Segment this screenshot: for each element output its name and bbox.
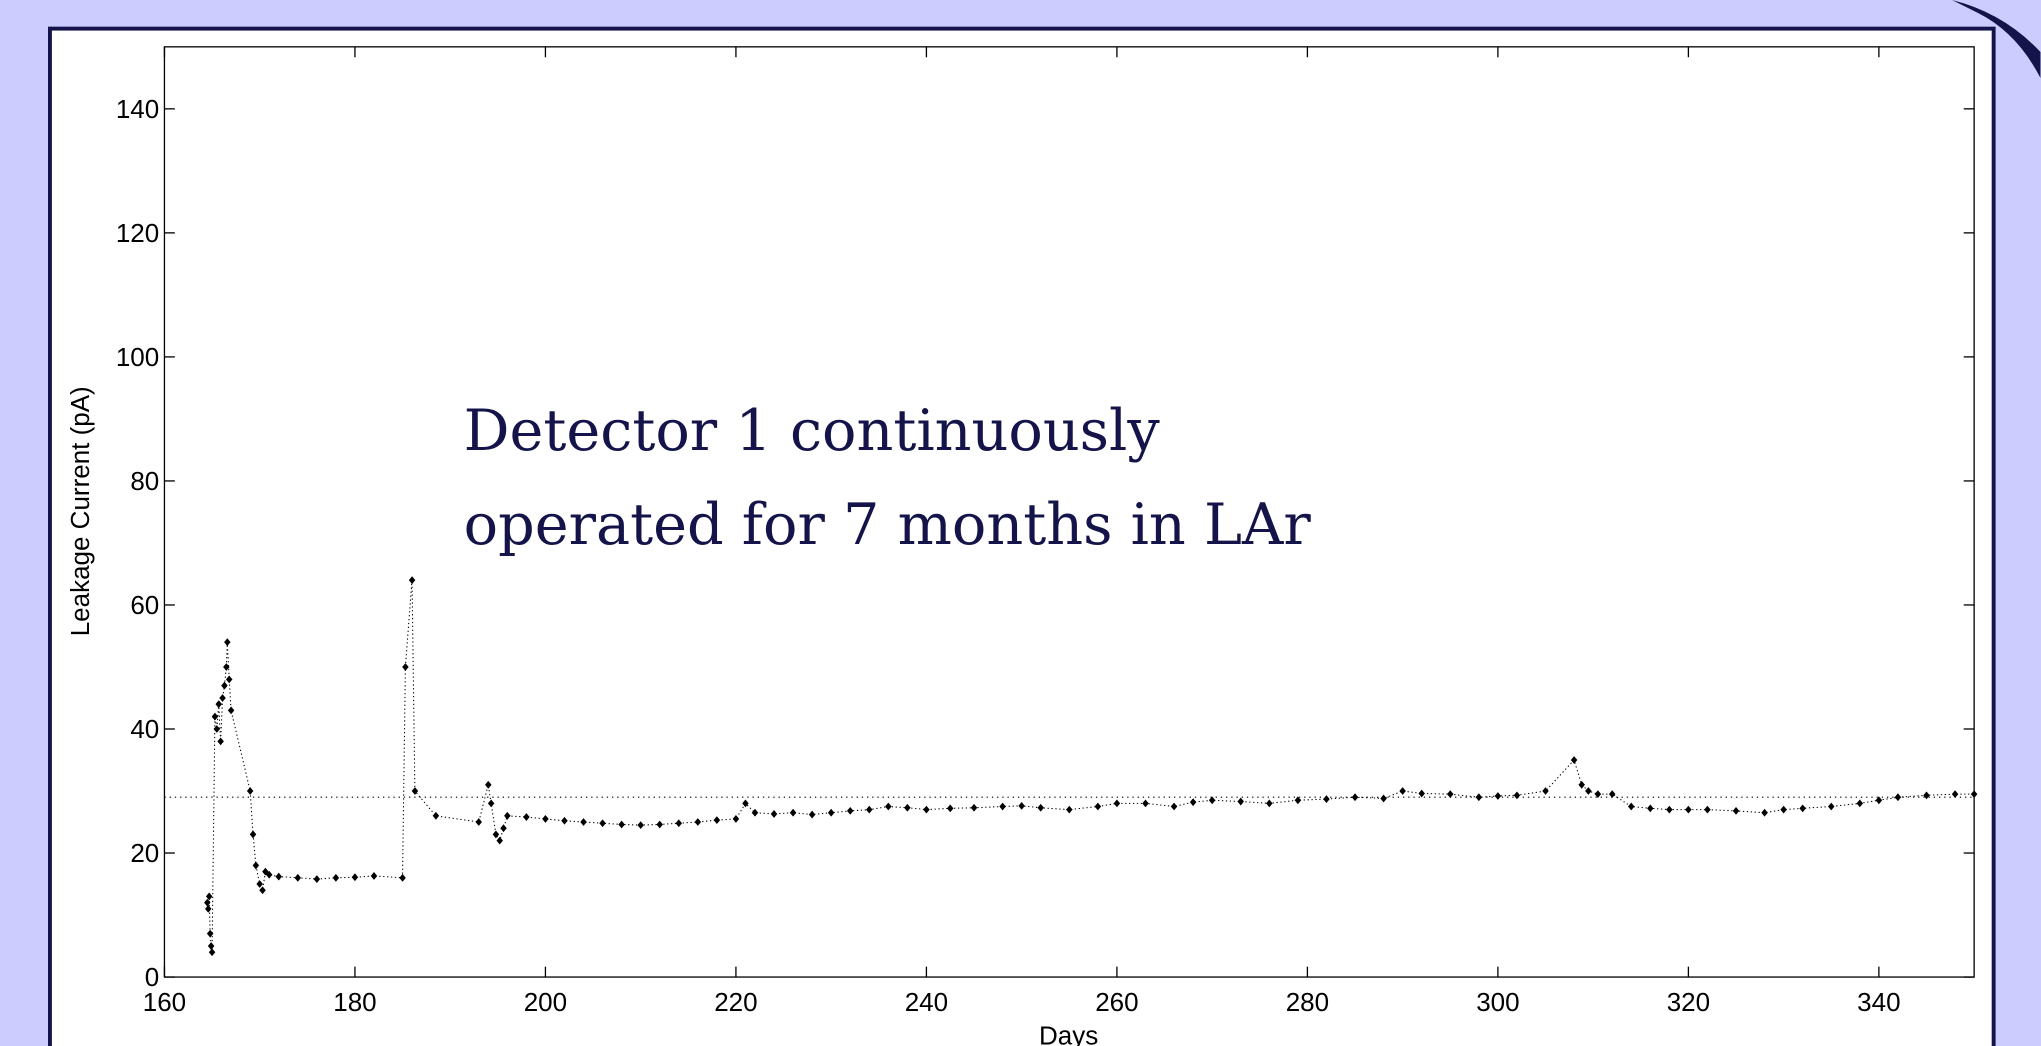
data-point — [1570, 756, 1578, 764]
data-point — [207, 942, 215, 950]
data-point — [411, 787, 419, 795]
data-point — [1923, 791, 1930, 800]
x-tick-label: 320 — [1667, 987, 1710, 1017]
data-point — [694, 818, 702, 826]
annotation: Detector 1 continuously — [464, 398, 1161, 464]
data-point — [637, 821, 644, 830]
x-tick-label: 300 — [1476, 987, 1519, 1017]
data-point — [1894, 793, 1902, 802]
data-point — [542, 815, 549, 823]
data-point — [1627, 802, 1635, 811]
data-point — [1542, 787, 1549, 795]
data-point — [1578, 780, 1585, 789]
x-tick-label: 260 — [1095, 987, 1138, 1017]
y-tick-label: 40 — [130, 714, 159, 744]
data-point — [217, 737, 224, 746]
page-curl — [1952, 0, 2041, 79]
data-point — [500, 824, 507, 833]
plot-area — [163, 46, 1975, 978]
data-point — [1380, 794, 1387, 803]
data-point — [475, 818, 483, 826]
y-tick-label: 60 — [130, 590, 159, 620]
y-tick-label: 100 — [116, 342, 159, 372]
y-tick-label: 140 — [116, 94, 159, 124]
data-point — [246, 787, 254, 795]
data-point — [252, 861, 260, 870]
x-tick-label: 220 — [714, 987, 757, 1017]
data-point — [275, 872, 282, 881]
data-point — [294, 873, 302, 882]
y-tick-label: 20 — [130, 838, 159, 868]
x-tick-label: 280 — [1286, 987, 1329, 1017]
data-point — [751, 808, 759, 817]
data-point — [1875, 796, 1883, 805]
data-point — [808, 810, 816, 819]
data-point — [259, 886, 266, 895]
x-tick-label: 160 — [143, 987, 186, 1017]
connecting-line — [206, 580, 1975, 953]
annotation: operated for 7 months in LAr — [464, 492, 1312, 558]
data-point — [496, 836, 503, 845]
data-point — [561, 816, 568, 825]
data-point — [1761, 808, 1768, 817]
data-point — [225, 675, 233, 684]
data-point — [1418, 789, 1425, 798]
data-point — [399, 873, 406, 882]
data-point — [1170, 802, 1178, 811]
y-axis-label: Leakage Current (pA) — [65, 386, 95, 636]
data-point — [1399, 787, 1406, 795]
data-point — [1585, 787, 1592, 795]
data-point — [221, 681, 228, 690]
data-point — [215, 700, 222, 709]
data-point — [313, 875, 321, 883]
data-point — [1799, 804, 1806, 813]
y-tick-label: 120 — [116, 218, 159, 248]
data-point — [205, 904, 212, 913]
data-point — [213, 725, 221, 733]
data-point — [370, 872, 378, 880]
data-point — [265, 870, 273, 879]
data-point — [487, 799, 495, 808]
data-point — [504, 811, 511, 820]
data-point — [224, 638, 231, 647]
data-point — [332, 873, 340, 882]
data-point — [1828, 802, 1835, 811]
x-tick-label: 180 — [333, 987, 376, 1017]
data-point — [885, 802, 892, 811]
data-point — [742, 799, 749, 808]
data-point — [770, 810, 778, 818]
data-point — [432, 811, 440, 820]
data-point — [827, 808, 835, 817]
data-point — [1513, 791, 1521, 800]
x-tick-label: 200 — [524, 987, 567, 1017]
y-tick-label: 0 — [145, 962, 159, 992]
data-point — [789, 808, 797, 817]
data-point — [946, 804, 954, 813]
data-point — [351, 873, 359, 882]
data-point — [523, 813, 530, 821]
data-point — [1732, 806, 1740, 815]
data-point — [249, 830, 257, 839]
x-axis-label: Days — [1039, 1021, 1098, 1046]
data-point — [1266, 799, 1273, 808]
y-tick-label: 80 — [130, 466, 159, 496]
data-point — [1208, 796, 1216, 805]
data-point — [492, 830, 500, 839]
data-point — [485, 780, 492, 789]
data-point — [713, 816, 721, 825]
data-point — [580, 818, 587, 826]
data-point — [1475, 793, 1483, 802]
x-tick-label: 240 — [905, 987, 948, 1017]
data-point — [1647, 804, 1654, 813]
x-tick-label: 340 — [1857, 987, 1900, 1017]
data-point — [1351, 793, 1359, 802]
data-point — [999, 802, 1006, 811]
